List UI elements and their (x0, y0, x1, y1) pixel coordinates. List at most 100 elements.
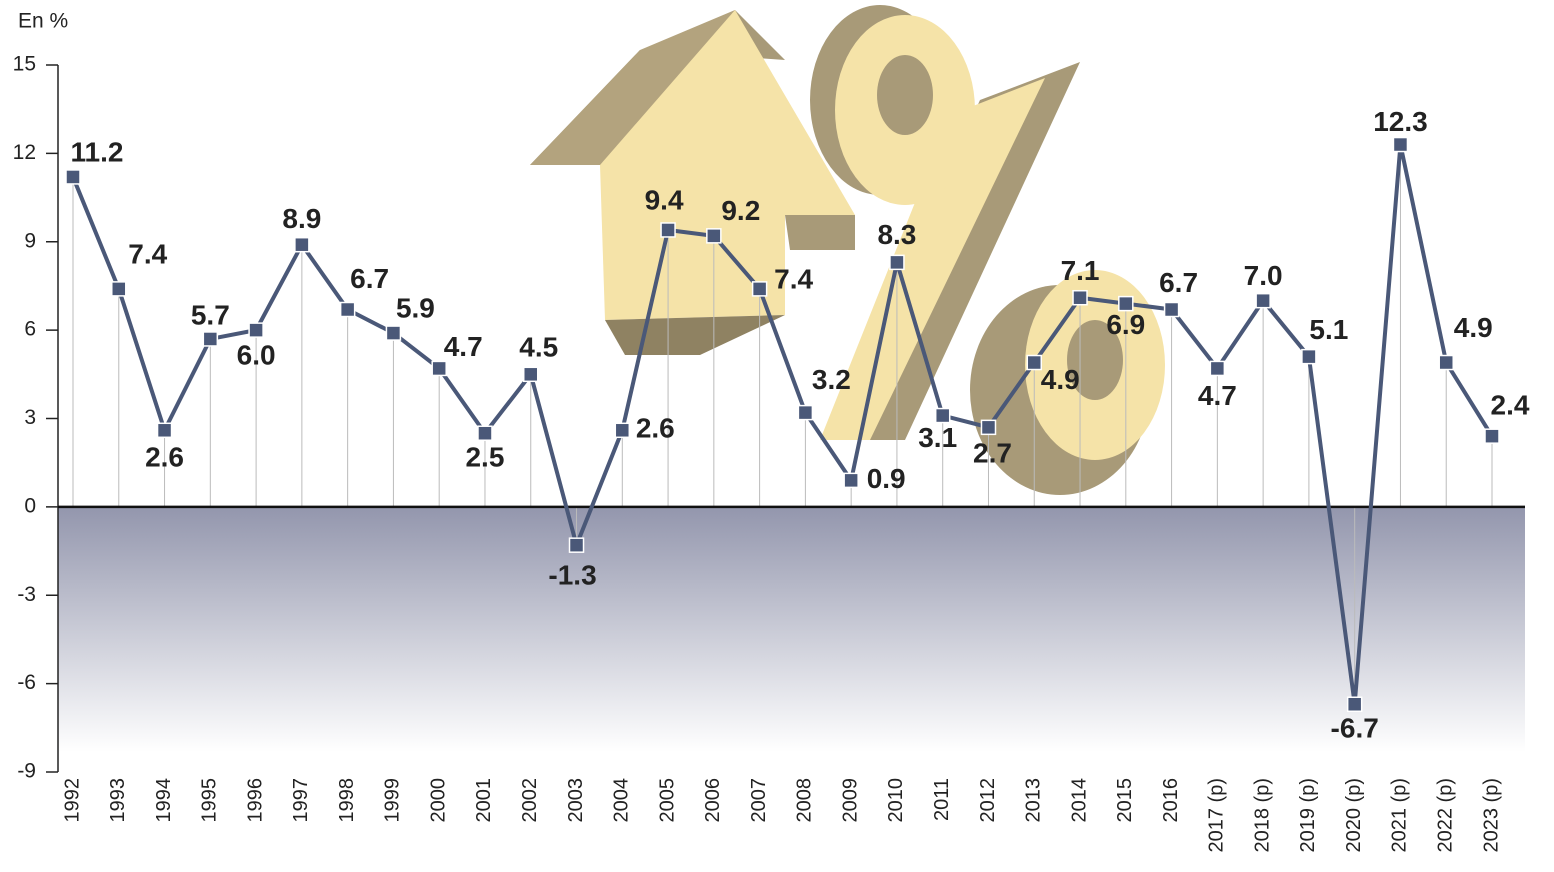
x-tick-label: 1997 (290, 778, 312, 823)
value-label: 2.4 (1491, 390, 1530, 421)
x-tick-label: 2000 (427, 778, 449, 823)
value-label: -6.7 (1331, 713, 1379, 744)
value-label: 4.5 (519, 332, 558, 363)
x-tick-label: 2006 (702, 778, 724, 823)
marker (477, 425, 493, 441)
decoration (530, 5, 1165, 495)
x-tick-label: 2022 (p) (1435, 778, 1457, 853)
marker (1072, 289, 1088, 306)
marker (385, 325, 402, 341)
marker (431, 360, 447, 377)
x-tick-label: 2016 (1160, 778, 1182, 823)
marker (1163, 301, 1180, 318)
series-line (71, 142, 1494, 707)
x-tick-label: 2011 (931, 778, 953, 821)
value-label: 2.5 (465, 442, 504, 473)
marker (1255, 292, 1271, 309)
value-label: 2.6 (145, 442, 184, 473)
y-tick-label: 3 (24, 406, 36, 429)
x-tick-label: 2018 (p) (1251, 778, 1273, 853)
value-label: 4.7 (444, 331, 483, 362)
marker (202, 331, 219, 347)
marker (797, 404, 814, 421)
x-tick-label: 1992 (61, 778, 83, 823)
x-tick-label: 2019 (p) (1297, 778, 1319, 853)
value-label: 2.6 (636, 413, 675, 444)
x-tick-label: 2007 (748, 778, 770, 823)
value-label: 3.2 (812, 364, 851, 395)
y-tick-label: -3 (17, 583, 36, 606)
value-label: 5.7 (191, 299, 230, 330)
y-tick-label: 6 (24, 318, 36, 341)
marker (1026, 354, 1043, 371)
marker (934, 407, 951, 424)
value-label: 7.4 (128, 238, 167, 269)
marker (980, 419, 997, 436)
value-label: 6.7 (350, 263, 389, 294)
value-label: 5.9 (396, 292, 435, 323)
value-label: 8.3 (877, 219, 916, 250)
marker (706, 228, 722, 244)
x-tick-label: 2014 (1068, 778, 1090, 823)
marker (294, 236, 310, 253)
value-label: 3.1 (918, 422, 957, 453)
value-label: 8.9 (282, 203, 321, 234)
marker (1118, 295, 1134, 312)
marker (843, 472, 859, 489)
x-tick-label: 2020 (p) (1343, 778, 1365, 853)
x-tick-label: 2002 (519, 778, 541, 823)
x-tick-label: 1995 (199, 778, 221, 823)
value-label: 7.0 (1244, 260, 1283, 291)
marker (156, 422, 173, 439)
value-label: 9.4 (645, 184, 684, 215)
marker (339, 301, 356, 318)
value-label: 7.4 (774, 263, 813, 294)
x-tick-label: 2017 (p) (1206, 778, 1228, 853)
x-tick-label: 2004 (611, 778, 633, 823)
marker (1301, 348, 1317, 365)
y-tick-label: 9 (24, 229, 36, 252)
x-tick-label: 1993 (107, 778, 129, 823)
marker (65, 169, 81, 185)
y-tick-label: 15 (13, 53, 36, 76)
marker (1484, 428, 1500, 444)
x-tick-label: 1999 (382, 778, 404, 823)
value-label: -1.3 (548, 560, 596, 591)
marker (1392, 136, 1409, 153)
y-axis-label: En % (18, 10, 68, 33)
x-tick-label: 1998 (336, 778, 358, 823)
marker (660, 222, 676, 238)
marker (248, 322, 264, 338)
x-tick-label: 2021 (p) (1389, 778, 1411, 853)
marker (568, 537, 585, 553)
value-label: 7.1 (1061, 255, 1100, 286)
marker (1346, 696, 1363, 712)
value-label: 2.7 (973, 438, 1012, 469)
y-tick-label: -9 (17, 760, 36, 783)
value-label: 6.9 (1106, 309, 1145, 340)
value-label: 4.9 (1454, 312, 1493, 343)
x-tick-label: 2010 (885, 778, 907, 823)
x-tick-label: 1996 (244, 778, 266, 823)
marker (522, 366, 539, 383)
value-label: 12.3 (1373, 106, 1428, 137)
negative-area (58, 506, 1525, 752)
marker (1209, 360, 1226, 377)
x-tick-label: 2008 (794, 778, 816, 823)
value-label: 6.0 (237, 340, 276, 371)
marker (614, 422, 631, 439)
y-tick-label: -6 (17, 671, 36, 694)
marker (1438, 354, 1454, 371)
y-tick-label: 0 (24, 494, 36, 517)
x-tick-label: 2015 (1114, 778, 1136, 823)
value-label: 4.9 (1041, 364, 1080, 395)
marker (889, 254, 905, 271)
x-tick-label: 2009 (839, 778, 861, 823)
x-tick-label: 2013 (1023, 778, 1045, 823)
marker (751, 281, 768, 297)
value-label: 5.1 (1309, 314, 1348, 345)
marker (111, 281, 127, 297)
x-tick-label: 2003 (565, 778, 587, 823)
value-label: 0.9 (867, 463, 906, 494)
